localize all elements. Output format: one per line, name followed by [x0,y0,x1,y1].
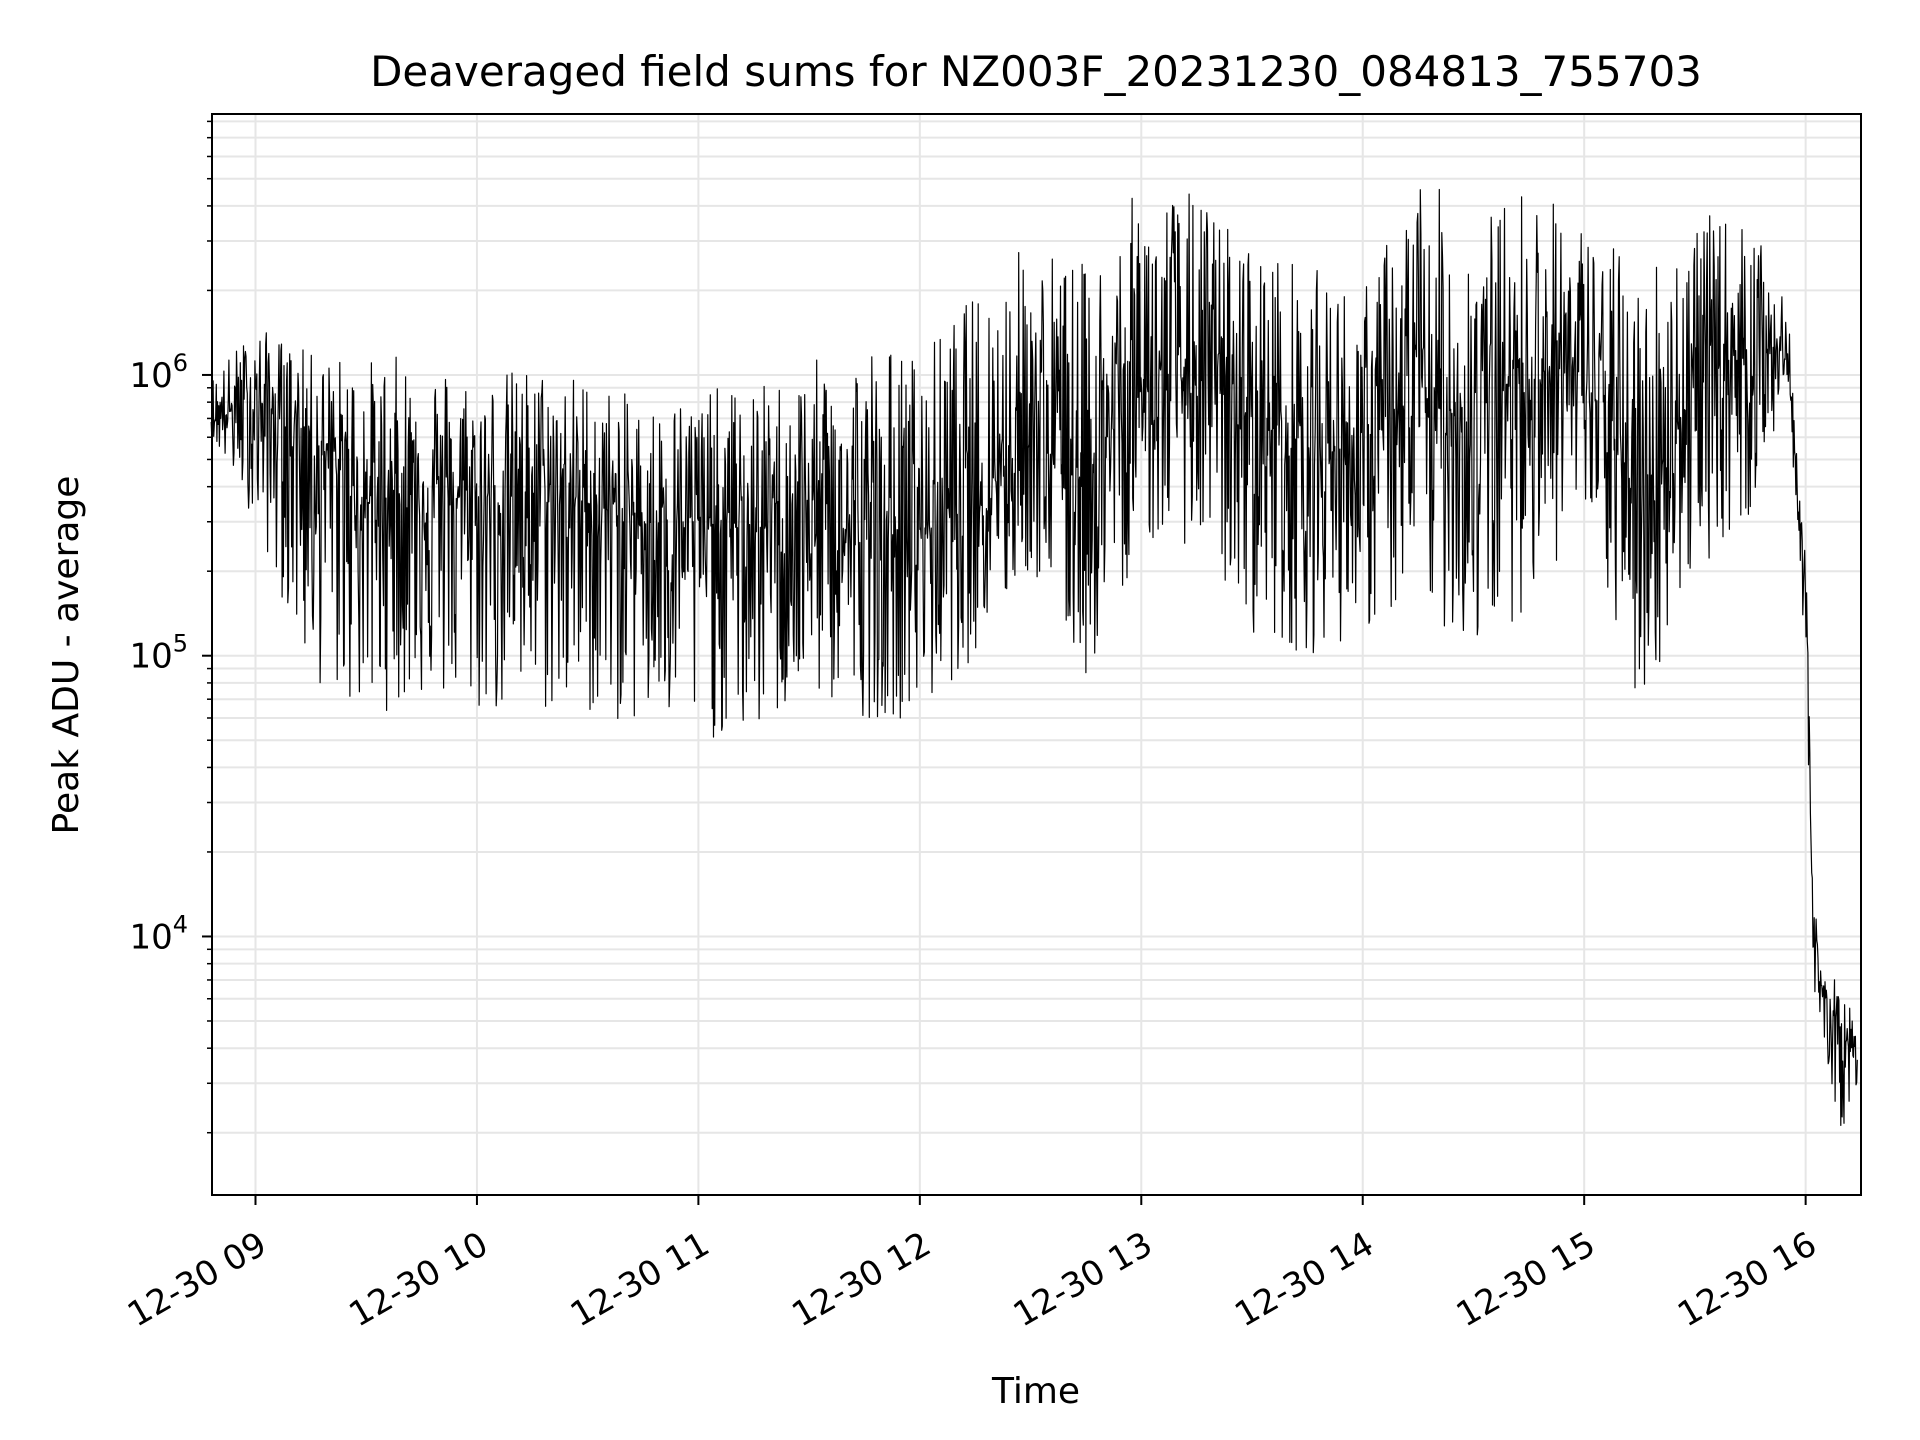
x-grid [254,114,1807,1195]
series-line [210,188,1858,1126]
y-tick-label: 105 [129,630,188,677]
y-tick-label: 106 [129,349,188,396]
plot-frame [211,113,1862,1196]
chart-title: Deaveraged field sums for NZ003F_2023123… [370,47,1702,96]
y-axis-ticks: 104 105 106 [129,120,212,1134]
y-axis-label: Peak ADU - average [46,476,87,835]
y-tick-label: 104 [129,910,188,957]
data-series [210,188,1858,1126]
x-axis-label: Time [991,1371,1080,1412]
